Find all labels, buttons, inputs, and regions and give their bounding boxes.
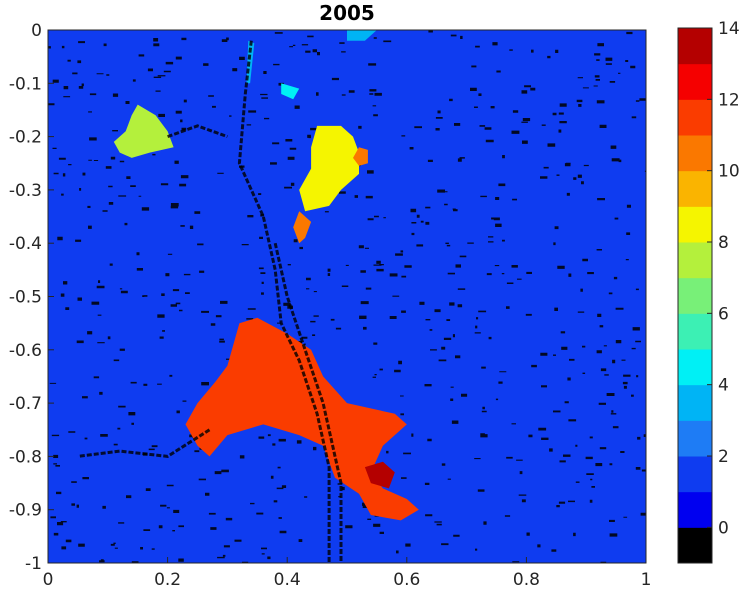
region-1 [299,125,359,212]
y-tick-label: -0.3 [9,181,42,201]
region-4 [185,317,419,521]
colorbar-tick-label: 6 [718,304,729,324]
colorbar-band [678,170,712,207]
x-axis: 0 0.2 0.4 0.6 0.8 1 [43,557,652,590]
colorbar-tick-label: 4 [718,376,729,396]
colorbar-tick-label: 14 [718,19,740,39]
channel-network [77,40,343,563]
channel-line-1 [273,242,343,563]
colorbar-band [678,63,712,100]
y-tick-label: -0.7 [9,394,42,414]
plot-area [47,29,647,564]
colorbar-band [678,349,712,386]
x-tick-label: 0.2 [154,570,181,590]
colorbar-tick-label: 2 [718,447,729,467]
x-tick-label: 0.8 [513,570,540,590]
colorbar-band [678,277,712,314]
y-tick-label: -0.1 [9,74,42,94]
colorbar-frame [677,27,713,564]
colorbar-band [678,384,712,421]
colorbar-tick-label: 0 [718,518,729,538]
region-5 [364,461,395,489]
y-axis: 0 -0.1 -0.2 -0.3 -0.4 -0.5 -0.6 -0.7 -0.8 -0.9 -1 [9,21,54,574]
colorbar-tick-label: 8 [718,233,729,253]
colorbar-band [678,206,712,243]
region-2 [293,211,312,244]
colorbar-band [678,28,712,65]
colorbar-band [678,242,712,279]
colorbar-band [678,456,712,493]
y-tick-label: -1 [25,554,42,574]
channel-line-2 [167,124,228,139]
colorbar-band [678,135,712,172]
colorbar: 0 2 4 6 8 10 12 14 [677,19,740,564]
colorbar-band [678,527,712,564]
channel-line-3 [77,428,211,458]
channel-line-0 [237,40,331,563]
colorbar-band [678,313,712,350]
y-tick-label: 0 [31,21,42,41]
colorbar-band [678,491,712,528]
region-3 [353,147,368,166]
x-tick-label: 0.4 [274,570,301,590]
colorbar-band [678,99,712,136]
y-tick-label: -0.8 [9,447,42,467]
x-tick-label: 1 [641,570,652,590]
y-tick-label: -0.5 [9,288,42,308]
region-8 [347,30,377,41]
y-tick-label: -0.9 [9,501,42,521]
chart-title: 2005 [319,1,375,25]
region-7 [281,83,300,100]
y-tick-label: -0.4 [9,234,42,254]
colorbar-band [678,420,712,457]
y-tick-label: -0.2 [9,128,42,148]
colorbar-tick-label: 10 [718,162,740,182]
x-tick-label: 0.6 [393,570,420,590]
y-tick-label: -0.6 [9,341,42,361]
region-0 [113,104,174,158]
colorbar-tick-label: 12 [718,90,740,110]
x-tick-label: 0 [43,570,54,590]
